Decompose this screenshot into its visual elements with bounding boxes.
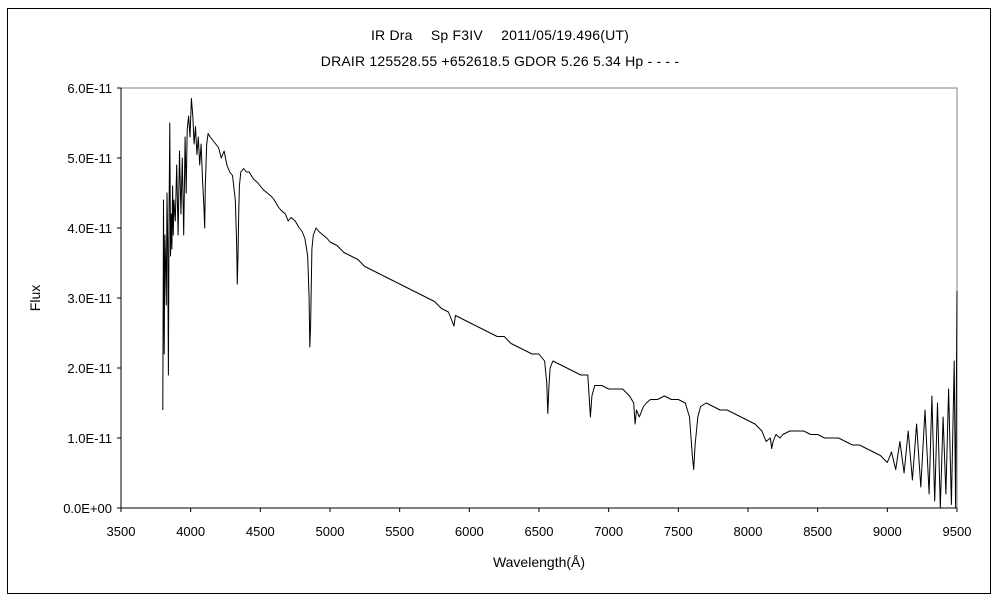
x-tick-label: 8000 (734, 524, 763, 539)
x-tick-label: 8500 (803, 524, 832, 539)
x-tick-label: 9000 (873, 524, 902, 539)
y-tick-label: 5.0E-11 (67, 151, 112, 166)
spectrum-line (162, 98, 958, 509)
chart-frame (7, 8, 991, 594)
y-axis-title: Flux (27, 285, 43, 311)
x-axis: 3500 4000 4500 5000 5500 6000 6500 7000 7500 8000… (107, 508, 972, 539)
plot-area (120, 87, 958, 509)
y-tick-label: 4.0E-11 (67, 221, 112, 236)
x-tick-label: 5500 (385, 524, 414, 539)
y-tick-label: 1.0E-11 (67, 431, 112, 446)
x-tick-label: 6500 (525, 524, 554, 539)
y-tick-label: 2.0E-11 (67, 361, 112, 376)
plot-border (120, 87, 958, 509)
chart-title: IR Dra Sp F3IV 2011/05/19.496(UT) (370, 27, 630, 43)
chart-subtitle: DRAIR 125528.55 +652618.5 GDOR 5.26 5.34… (320, 53, 680, 69)
x-tick-label: 7000 (594, 524, 623, 539)
x-tick-label: 6000 (455, 524, 484, 539)
y-tick-label: 3.0E-11 (67, 291, 112, 306)
x-tick-label: 7500 (664, 524, 693, 539)
x-tick-label: 3500 (107, 524, 136, 539)
x-tick-label: 5000 (316, 524, 345, 539)
x-tick-label: 4500 (246, 524, 275, 539)
y-axis: 0.0E+00 1.0E-11 2.0E-11 3.0E-11 4.0E-11 5.0E-… (63, 81, 121, 516)
x-tick-label: 9500 (943, 524, 972, 539)
x-tick-label: 4000 (176, 524, 205, 539)
y-tick-label: 6.0E-11 (67, 81, 112, 96)
y-tick-label: 0.0E+00 (63, 501, 112, 516)
axis-lines (120, 88, 957, 509)
x-axis-title: Wavelength(Å) (493, 554, 585, 570)
